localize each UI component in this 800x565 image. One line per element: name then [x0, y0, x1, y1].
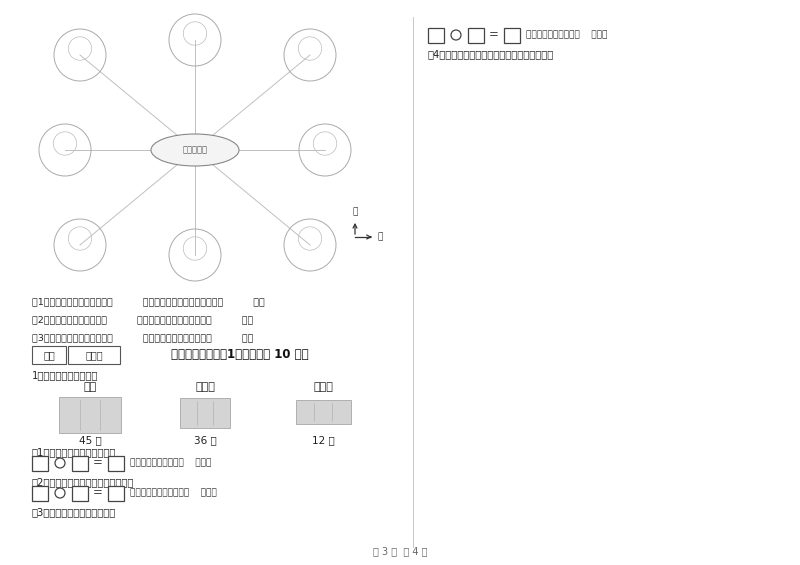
Text: 答：卡车比面包车多（    ）辆。: 答：卡车比面包车多（ ）辆。 — [130, 459, 211, 467]
Text: 得分: 得分 — [43, 350, 55, 360]
Text: （2）面包车和大客车一共有多少辆？: （2）面包车和大客车一共有多少辆？ — [32, 477, 134, 487]
Bar — [68, 346, 120, 364]
Bar — [108, 485, 124, 501]
Text: （2）小兔子家的东北面是（          ），森林信乐部的西北面是（          ）。: （2）小兔子家的东北面是（ ），森林信乐部的西北面是（ ）。 — [32, 315, 254, 324]
Bar — [428, 28, 444, 42]
Bar — [504, 28, 520, 42]
Bar — [32, 455, 48, 471]
Text: （3）大客车比卡车少多少辆？: （3）大客车比卡车少多少辆？ — [32, 507, 116, 517]
Text: 答：大客车比卡车少（    ）辆。: 答：大客车比卡车少（ ）辆。 — [526, 31, 607, 40]
Bar — [180, 398, 230, 428]
Text: （4）你还能提出什么数学问题并列式解答吗？: （4）你还能提出什么数学问题并列式解答吗？ — [428, 49, 554, 59]
Text: 面包车: 面包车 — [195, 382, 215, 392]
Bar — [32, 485, 48, 501]
Text: 森林信乐部: 森林信乐部 — [182, 146, 207, 154]
Text: 东: 东 — [378, 233, 383, 241]
Bar — [468, 28, 484, 42]
Bar — [32, 346, 66, 364]
Text: 大客车: 大客车 — [313, 382, 333, 392]
Bar — [295, 400, 350, 424]
Text: 答：面包车和大客车共（    ）辆。: 答：面包车和大客车共（ ）辆。 — [130, 489, 217, 498]
Text: 45 辆: 45 辆 — [78, 435, 102, 445]
Text: 北: 北 — [352, 207, 358, 216]
Bar — [72, 455, 88, 471]
Ellipse shape — [151, 134, 239, 166]
Bar — [108, 455, 124, 471]
Text: （3）猴子家在森林信乐部的（          ）面，小狗家在猴子家的（          ）面: （3）猴子家在森林信乐部的（ ）面，小狗家在猴子家的（ ）面 — [32, 333, 254, 342]
Text: 36 辆: 36 辆 — [194, 435, 216, 445]
Text: （1）小笼住在森林信乐部的（          ）面，小鸡住在森林信乐部的（          ）面: （1）小笼住在森林信乐部的（ ）面，小鸡住在森林信乐部的（ ）面 — [32, 297, 265, 306]
Text: 评卷人: 评卷人 — [85, 350, 103, 360]
Text: 第 3 页  共 4 页: 第 3 页 共 4 页 — [373, 546, 427, 556]
Text: =: = — [93, 457, 103, 470]
Text: 1、根据图片信息解题。: 1、根据图片信息解题。 — [32, 370, 98, 380]
Text: =: = — [489, 28, 499, 41]
Text: 十一、附加题（共1大题，共计 10 分）: 十一、附加题（共1大题，共计 10 分） — [171, 349, 309, 362]
Text: =: = — [93, 486, 103, 499]
Bar — [72, 485, 88, 501]
Text: 卡车: 卡车 — [83, 382, 97, 392]
Text: 12 辆: 12 辆 — [312, 435, 334, 445]
Bar — [59, 397, 121, 433]
Text: （1）卡车比面包车多多少辆？: （1）卡车比面包车多多少辆？ — [32, 447, 116, 457]
